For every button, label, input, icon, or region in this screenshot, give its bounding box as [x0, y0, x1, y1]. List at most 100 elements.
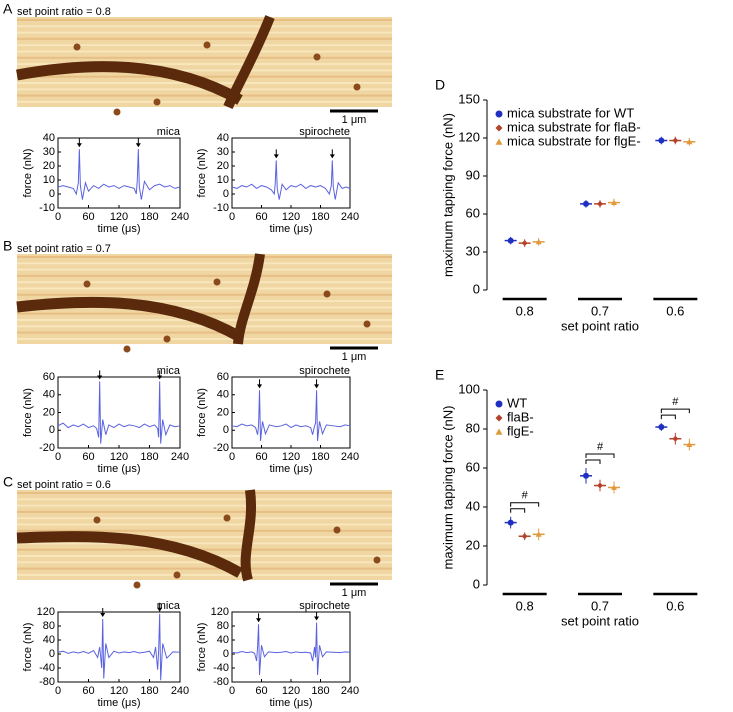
scale-bar-label: 1 μm [342, 351, 367, 363]
x-axis-label: time (μs) [97, 223, 140, 235]
y-tick-label: 10 [43, 174, 55, 186]
y-tick-label: 40 [217, 634, 229, 646]
x-tick-label: 180 [311, 685, 329, 697]
y-tick-label: 0 [49, 648, 55, 660]
force-trace [231, 390, 351, 441]
significance-bracket [585, 453, 615, 458]
afm-stripe [17, 529, 392, 532]
peak-arrow-head [157, 375, 163, 380]
force-trace [57, 613, 181, 681]
afm-stripe [17, 517, 392, 520]
peak-arrow-head [100, 613, 106, 617]
x-tick-label: 240 [341, 211, 359, 223]
data-point [583, 472, 589, 479]
y-tick-label: 90 [466, 167, 480, 182]
y-tick-label: 120 [458, 129, 480, 144]
y-tick-label: 0 [473, 576, 480, 591]
afm-stripe [17, 542, 392, 545]
panel-label: E [435, 367, 444, 383]
scale-bar-label: 1 μm [342, 587, 367, 599]
afm-particle [133, 581, 141, 589]
data-point [611, 199, 617, 205]
legend-label: mica substrate for flgE- [507, 133, 641, 148]
y-tick-label: -80 [213, 676, 229, 688]
afm-stripe [17, 63, 392, 66]
y-tick-label: 20 [43, 160, 55, 172]
y-axis-label: force (nN) [196, 623, 208, 672]
y-tick-label: 0 [49, 188, 55, 200]
x-tick-label: 0.7 [591, 303, 609, 318]
afm-particle [363, 320, 371, 328]
afm-stripe [17, 25, 392, 28]
data-point [507, 519, 514, 526]
afm-stripe [17, 510, 392, 513]
afm-stripe [17, 337, 392, 340]
data-point [686, 138, 693, 145]
data-point [658, 137, 665, 144]
y-tick-label: -80 [39, 676, 55, 688]
significance-bracket [660, 414, 676, 420]
y-tick-label: 60 [466, 205, 480, 220]
y-tick-label: -10 [213, 202, 229, 214]
afm-stripe [17, 498, 392, 501]
y-tick-label: 150 [458, 91, 480, 106]
plot-frame [231, 611, 351, 683]
y-tick-label: 0 [49, 424, 55, 436]
peak-arrow-head [76, 143, 82, 148]
significance-bracket [510, 508, 526, 513]
x-axis-label: time (μs) [97, 697, 140, 709]
afm-particle [203, 41, 211, 49]
y-tick-label: 30 [466, 243, 480, 258]
peak-arrow-head [329, 154, 335, 159]
y-tick-label: 0 [223, 188, 229, 200]
y-tick-label: 80 [43, 620, 55, 632]
panel-caption: set point ratio = 0.6 [17, 479, 111, 491]
y-tick-label: -40 [39, 662, 55, 674]
afm-stripe [17, 548, 392, 551]
afm-particle [123, 345, 131, 353]
y-tick-label: -40 [213, 662, 229, 674]
legend-label: flaB- [507, 409, 534, 424]
significance-bracket [585, 459, 601, 464]
afm-particle [313, 53, 321, 61]
afm-particle [153, 98, 161, 106]
afm-particle [223, 514, 231, 522]
y-tick-label: -20 [39, 442, 55, 454]
force-trace [57, 149, 181, 200]
afm-stripe [17, 504, 392, 507]
afm-stripe [17, 19, 392, 21]
y-tick-label: 30 [43, 146, 55, 158]
afm-stripe [17, 268, 392, 271]
legend-marker [495, 124, 503, 132]
y-tick-label: 40 [217, 389, 229, 401]
chart-title: spirochete [299, 365, 350, 377]
x-tick-label: 120 [282, 451, 300, 463]
y-tick-label: 20 [217, 406, 229, 418]
force-trace [231, 160, 351, 200]
afm-stripe [17, 287, 392, 290]
data-point [686, 441, 693, 447]
afm-particle [173, 571, 181, 579]
x-tick-label: 60 [82, 685, 94, 697]
y-axis-label: force (nN) [22, 149, 34, 198]
afm-stripe [17, 262, 392, 265]
x-tick-label: 180 [311, 451, 329, 463]
scale-bar-label: 1 μm [342, 114, 367, 126]
afm-stripe [17, 312, 392, 315]
afm-stripe [17, 536, 392, 539]
afm-particle [333, 526, 341, 534]
y-tick-label: 20 [466, 537, 480, 552]
x-tick-label: 60 [255, 451, 267, 463]
afm-stripe [17, 75, 392, 78]
y-axis-label: maximum tapping force (nN) [440, 406, 455, 570]
data-point [535, 531, 542, 537]
panel-caption: set point ratio = 0.7 [17, 243, 111, 255]
x-tick-label: 240 [171, 685, 189, 697]
y-tick-label: 60 [466, 459, 480, 474]
afm-spirochete [16, 531, 243, 578]
plot-frame [231, 376, 351, 449]
x-tick-label: 0 [55, 211, 61, 223]
afm-particle [73, 43, 81, 51]
legend-label: flgE- [507, 423, 534, 438]
